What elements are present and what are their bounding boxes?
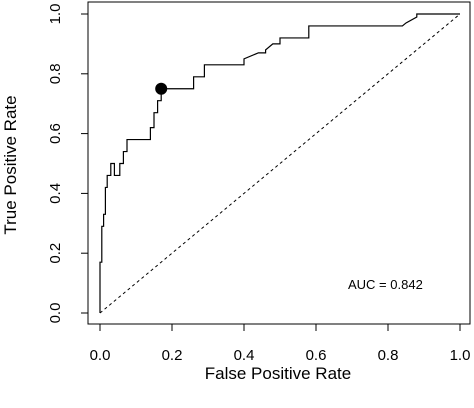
x-tick-label: 0.6 [306, 347, 327, 364]
y-axis-title: True Positive Rate [1, 95, 20, 234]
roc-curve-line [99, 13, 460, 313]
x-axis: 0.0 0.2 0.4 0.6 0.8 1.0 [90, 323, 471, 364]
auc-annotation: AUC = 0.842 [348, 277, 423, 292]
y-tick-label: 0.4 [47, 183, 64, 204]
chance-diagonal-line [99, 13, 461, 314]
y-tick-label: 0.8 [47, 63, 64, 84]
optimal-threshold-marker [155, 82, 168, 95]
x-tick-label: 0.8 [378, 347, 399, 364]
x-tick-label: 1.0 [450, 347, 471, 364]
x-tick-label: 0.4 [234, 347, 255, 364]
plot-frame [87, 1, 471, 325]
y-tick-label: 0.0 [47, 303, 64, 324]
y-tick-label: 1.0 [47, 4, 64, 25]
x-axis-title: False Positive Rate [205, 364, 351, 383]
x-tick-label: 0.0 [90, 347, 111, 364]
y-axis: 0.0 0.2 0.4 0.6 0.8 1.0 [47, 4, 89, 324]
y-tick-label: 0.2 [47, 243, 64, 264]
x-tick-label: 0.2 [162, 347, 183, 364]
y-tick-label: 0.6 [47, 123, 64, 144]
